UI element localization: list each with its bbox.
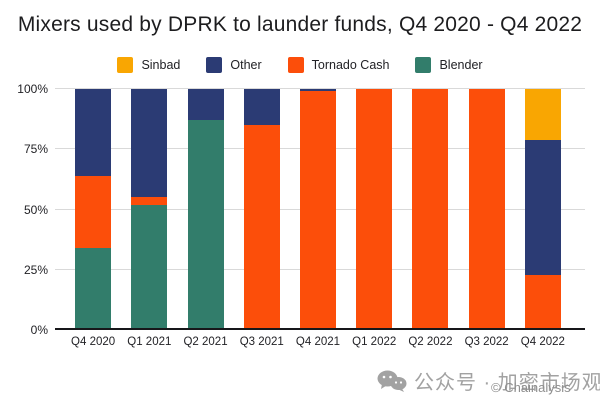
x-tick-label-q3-2021: Q3 2021 bbox=[239, 336, 284, 348]
x-tick-label-q1-2021: Q1 2021 bbox=[127, 336, 172, 348]
segment-other-q3-2021 bbox=[243, 89, 280, 126]
bar-q1-2022 bbox=[346, 89, 402, 330]
x-axis-labels: Q4 2020 Q1 2021 Q2 2021 Q3 2021 Q4 2021 Q1 20… bbox=[55, 336, 585, 348]
x-tick-label-q4-2021: Q4 2021 bbox=[295, 336, 341, 348]
x-tick-label-q4-2022: Q4 2022 bbox=[520, 336, 565, 348]
segment-tornado-cash-q4-2021 bbox=[299, 91, 336, 330]
legend-label-blender: Blender bbox=[439, 58, 483, 72]
chart-legend: Sinbad Other Tornado Cash Blender bbox=[0, 57, 600, 73]
x-tick-label-q2-2021: Q2 2021 bbox=[183, 336, 228, 348]
legend-swatch-tornado-cash bbox=[287, 57, 304, 73]
segment-other-q4-2022 bbox=[524, 139, 561, 275]
legend-item-sinbad: Sinbad bbox=[117, 57, 180, 73]
stacked-bar-q4-2020 bbox=[75, 89, 112, 330]
segment-tornado-cash-q3-2021 bbox=[243, 125, 280, 330]
bar-q4-2021 bbox=[290, 89, 346, 330]
x-tick-label-q2-2022: Q2 2022 bbox=[408, 336, 453, 348]
stacked-bar-q4-2021 bbox=[299, 89, 336, 330]
segment-sinbad-q4-2022 bbox=[524, 89, 561, 140]
legend-label-other: Other bbox=[230, 58, 262, 72]
segment-blender-q1-2021 bbox=[131, 204, 168, 330]
legend-label-tornado-cash: Tornado Cash bbox=[311, 58, 390, 72]
segment-other-q1-2021 bbox=[131, 89, 168, 198]
segment-blender-q2-2021 bbox=[187, 120, 224, 330]
segment-other-q4-2020 bbox=[75, 89, 112, 176]
bar-q2-2022 bbox=[402, 89, 458, 330]
y-tick-label-50: 50% bbox=[23, 202, 48, 217]
segment-tornado-cash-q4-2020 bbox=[75, 175, 112, 249]
chainalysis-copyright: © Chainalysis bbox=[491, 380, 571, 395]
legend-item-other: Other bbox=[206, 57, 262, 73]
plot-area: 0% 25% 50% 75% 100% bbox=[17, 82, 585, 337]
wechat-watermark-label: 公众号 · 加密市场观察 bbox=[414, 372, 600, 394]
legend-swatch-other bbox=[206, 57, 223, 73]
y-tick-label-25: 25% bbox=[23, 262, 48, 277]
y-tick-label-75: 75% bbox=[23, 142, 48, 157]
legend-item-tornado-cash: Tornado Cash bbox=[287, 57, 390, 73]
bar-q4-2022 bbox=[515, 89, 571, 330]
segment-tornado-cash-q1-2022 bbox=[356, 89, 393, 330]
stacked-bar-q3-2022 bbox=[468, 89, 505, 330]
bar-q3-2022 bbox=[459, 89, 515, 330]
watermark: 公众号 · 加密市场观察 bbox=[377, 366, 600, 395]
bars-container bbox=[65, 89, 571, 330]
legend-swatch-blender bbox=[415, 57, 432, 73]
legend-label-sinbad: Sinbad bbox=[141, 58, 181, 72]
bar-q3-2021 bbox=[234, 89, 290, 330]
x-tick-label-q3-2022: Q3 2022 bbox=[464, 336, 509, 348]
y-tick-label-0: 0% bbox=[30, 323, 48, 337]
stacked-bar-q1-2022 bbox=[356, 89, 393, 330]
gridline-100 bbox=[55, 88, 585, 89]
segment-other-q2-2021 bbox=[187, 89, 224, 121]
stacked-bar-q1-2021 bbox=[131, 89, 168, 330]
segment-blender-q4-2020 bbox=[75, 248, 112, 330]
chart-title: Mixers used by DPRK to launder funds, Q4… bbox=[17, 13, 583, 36]
bar-q2-2021 bbox=[177, 89, 233, 330]
segment-tornado-cash-q2-2022 bbox=[412, 89, 449, 330]
y-tick-label-100: 100% bbox=[17, 82, 48, 96]
segment-tornado-cash-q3-2022 bbox=[468, 89, 505, 330]
stacked-bar-q2-2022 bbox=[412, 89, 449, 330]
stacked-bar-q3-2021 bbox=[243, 89, 280, 330]
wechat-icon bbox=[377, 370, 407, 392]
bar-q4-2020 bbox=[65, 89, 121, 330]
bar-q1-2021 bbox=[121, 89, 177, 330]
stacked-bar-q4-2022 bbox=[524, 89, 561, 330]
legend-item-blender: Blender bbox=[415, 57, 483, 73]
segment-tornado-cash-q1-2021 bbox=[131, 197, 168, 205]
segment-other-q4-2021 bbox=[299, 89, 336, 92]
segment-tornado-cash-q4-2022 bbox=[524, 274, 561, 330]
legend-swatch-sinbad bbox=[117, 57, 134, 73]
x-tick-label-q4-2020: Q4 2020 bbox=[71, 336, 116, 348]
stacked-bar-q2-2021 bbox=[187, 89, 224, 330]
x-tick-label-q1-2022: Q1 2022 bbox=[352, 336, 397, 348]
x-axis-baseline bbox=[55, 328, 585, 330]
